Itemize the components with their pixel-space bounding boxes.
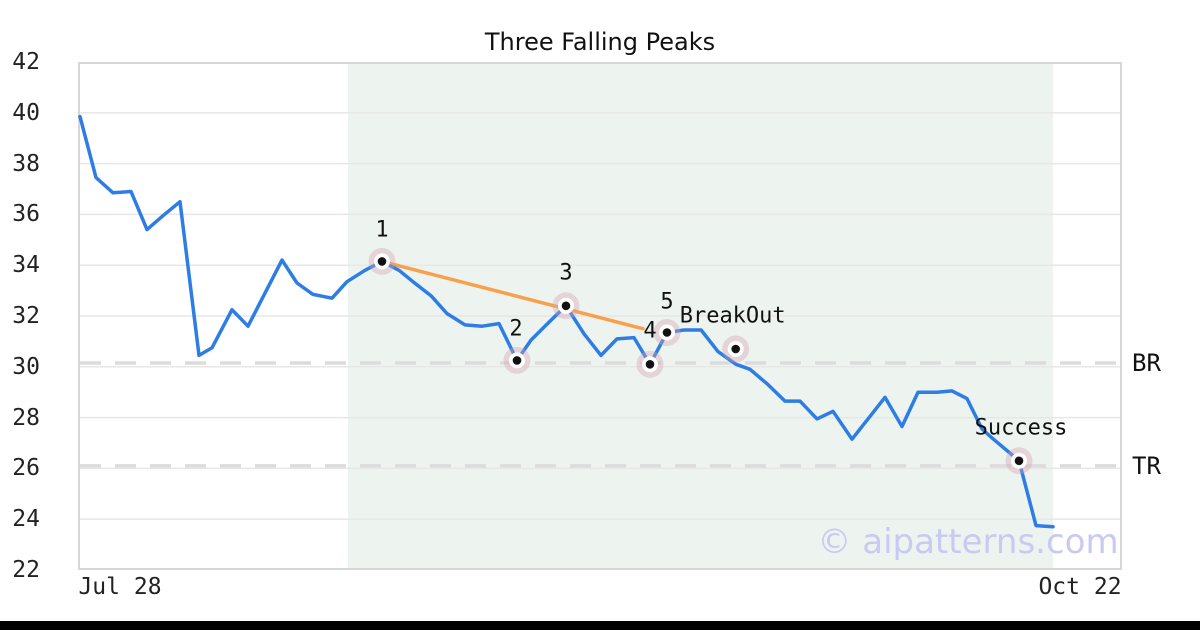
level-label-br: BR <box>1132 349 1161 377</box>
ytick-label: 24 <box>12 506 40 533</box>
marker-dot <box>561 301 571 311</box>
ytick-label: 42 <box>12 49 40 75</box>
plot-border <box>78 62 1122 570</box>
marker-dot <box>731 344 740 354</box>
price-chart-svg <box>78 62 1122 570</box>
marker-label-3: 3 <box>559 260 573 286</box>
xtick-label: Oct 22 <box>1038 574 1122 600</box>
ytick-label: 36 <box>12 201 40 228</box>
marker-label-5: 5 <box>660 289 674 314</box>
plot-area: 1 2 3 4 5 BreakOut Success <box>78 62 1122 570</box>
marker-dot <box>377 257 387 266</box>
marker-label-2: 2 <box>509 316 523 342</box>
chart-title: Three Falling Peaks <box>484 28 716 56</box>
ytick-label: 32 <box>12 303 40 329</box>
ytick-label: 26 <box>12 455 40 482</box>
marker-label-BreakOut: BreakOut <box>679 303 786 329</box>
ytick-label: 34 <box>12 252 40 279</box>
ytick-label: 22 <box>12 557 40 583</box>
xtick-label: Jul 28 <box>78 574 162 600</box>
ytick-label: 30 <box>12 353 40 380</box>
level-label-tr: TR <box>1132 451 1161 480</box>
ytick-label: 28 <box>12 404 40 431</box>
ytick-label: 40 <box>12 99 40 126</box>
bottom-bar <box>0 621 1200 630</box>
watermark: © aipatterns.com <box>817 522 1119 562</box>
ytick-label: 38 <box>12 150 40 177</box>
marker-dot <box>662 328 672 337</box>
marker-dot <box>1014 456 1024 466</box>
marker-label-1: 1 <box>375 217 389 243</box>
marker-dot <box>512 356 522 365</box>
marker-label-4: 4 <box>643 318 657 344</box>
trendline <box>380 259 645 331</box>
marker-label-Success: Success <box>974 415 1068 441</box>
marker-dot <box>645 360 655 369</box>
